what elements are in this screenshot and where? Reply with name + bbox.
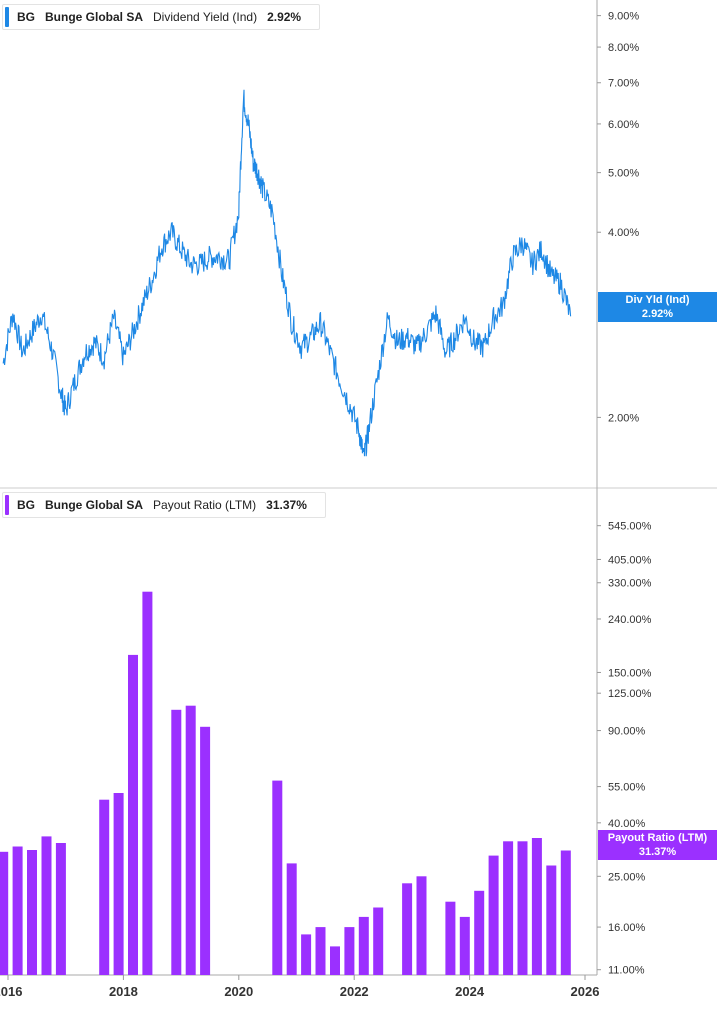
y-tick-label: 55.00% — [608, 782, 646, 794]
legend-value: 31.37% — [266, 498, 307, 512]
payout-bar — [445, 901, 456, 975]
y-tick-label: 40.00% — [608, 818, 646, 830]
payout-bar — [560, 850, 571, 975]
payout-bar — [301, 934, 312, 975]
payout-bar — [416, 876, 427, 975]
y-tick-label: 405.00% — [608, 554, 652, 566]
legend-color-swatch — [5, 495, 9, 515]
y-tick-label: 125.00% — [608, 688, 652, 700]
legend-company: Bunge Global SA — [45, 10, 144, 24]
payout-bar — [373, 907, 384, 975]
y-tick-label: 25.00% — [608, 871, 646, 883]
payout-bar — [41, 836, 52, 975]
legend-metric: Payout Ratio (LTM) — [153, 498, 257, 512]
y-tick-label: 11.00% — [608, 965, 645, 977]
y-tick-label: 330.00% — [608, 578, 652, 590]
y-tick-label: 16.00% — [608, 922, 646, 934]
x-tick-label: 2018 — [109, 984, 138, 999]
payout-bar — [185, 705, 196, 975]
payout-bar — [474, 890, 485, 975]
payout-bar — [517, 841, 528, 975]
payout-bar — [200, 726, 211, 975]
payout-bar — [128, 654, 138, 975]
yield-tag-label: Div Yld (Ind) — [625, 294, 690, 306]
y-tick-label: 7.00% — [608, 78, 639, 90]
payout-bar — [113, 793, 124, 975]
payout-tag-value: 31.37% — [638, 846, 677, 858]
payout-bar — [286, 863, 297, 975]
payout-bar — [344, 927, 355, 975]
payout-value-tag: Payout Ratio (LTM) 31.37% — [598, 830, 717, 860]
y-tick-label: 150.00% — [608, 667, 652, 679]
payout-bar — [12, 846, 23, 975]
x-tick-label: 2016 — [0, 984, 22, 999]
payout-bar — [402, 883, 413, 975]
y-tick-label: 5.00% — [608, 168, 639, 180]
payout-bar — [488, 855, 499, 975]
top-legend: BG Bunge Global SA Dividend Yield (Ind) … — [2, 4, 321, 30]
legend-color-swatch — [5, 7, 9, 27]
payout-tag-label: Payout Ratio (LTM) — [607, 832, 708, 844]
x-tick-label: 2024 — [455, 984, 485, 999]
payout-bar — [531, 838, 542, 975]
dividend-yield-line — [2, 89, 572, 457]
legend-metric: Dividend Yield (Ind) — [153, 10, 258, 24]
payout-bar — [315, 927, 326, 975]
payout-bar — [546, 865, 557, 975]
x-tick-label: 2020 — [224, 984, 253, 999]
y-tick-label: 2.00% — [608, 412, 639, 424]
legend-company: Bunge Global SA — [45, 498, 144, 512]
bottom-legend: BG Bunge Global SA Payout Ratio (LTM) 31… — [2, 492, 326, 518]
y-tick-label: 6.00% — [608, 119, 639, 131]
y-tick-label: 9.00% — [608, 11, 639, 23]
legend-ticker: BG — [17, 498, 35, 512]
payout-bar — [503, 841, 514, 975]
payout-bar — [27, 850, 37, 975]
payout-bar — [459, 916, 470, 975]
y-tick-label: 90.00% — [608, 726, 646, 738]
payout-bar — [272, 780, 283, 975]
payout-bar — [99, 799, 110, 975]
legend-value: 2.92% — [267, 10, 302, 24]
x-tick-label: 2022 — [340, 984, 369, 999]
payout-bar — [358, 916, 369, 975]
payout-bar — [171, 709, 182, 975]
y-tick-label: 8.00% — [608, 42, 639, 54]
x-tick-label: 2026 — [571, 984, 600, 999]
y-tick-label: 545.00% — [608, 521, 652, 533]
y-tick-label: 240.00% — [608, 614, 652, 626]
y-tick-label: 4.00% — [608, 227, 639, 239]
yield-tag-value: 2.92% — [641, 308, 674, 320]
payout-bar — [55, 843, 66, 975]
payout-bar — [0, 851, 9, 975]
yield-value-tag: Div Yld (Ind) 2.92% — [598, 292, 717, 322]
legend-ticker: BG — [17, 10, 35, 24]
payout-bar — [330, 946, 340, 975]
payout-bar — [142, 591, 153, 975]
